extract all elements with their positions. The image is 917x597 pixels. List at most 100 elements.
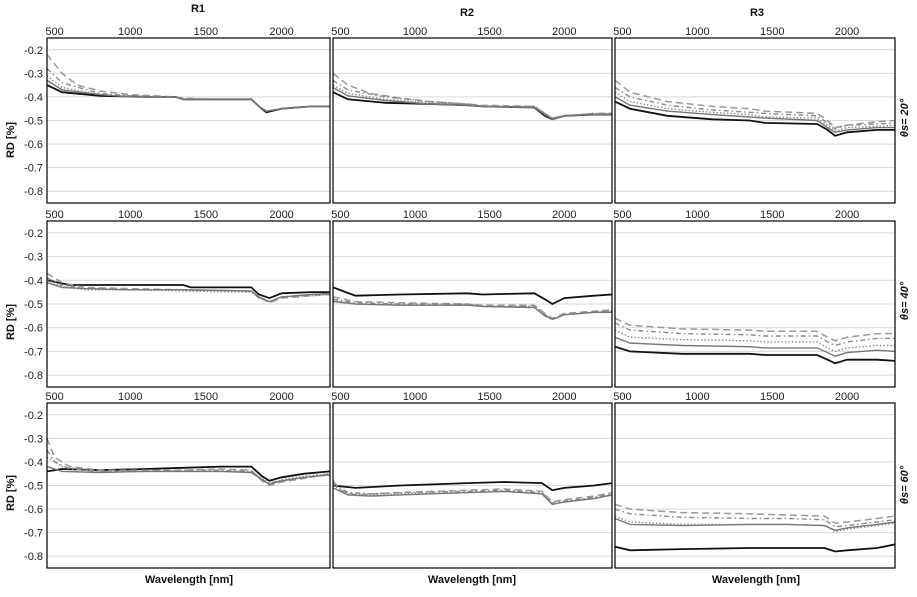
x-tick-label: 500: [45, 209, 63, 221]
series-line: [332, 298, 613, 321]
plot-frame: [614, 37, 896, 204]
series-line: [332, 480, 613, 503]
x-tick-label: 2000: [552, 26, 576, 38]
panel-r1-row3: 500 1000 1500 2000 -0.2 -0.3 -0.4 -0.5 -0.6 -0.7 -…: [24, 391, 331, 569]
y-tick-label: -0.7: [24, 346, 43, 358]
y-tick-label: -0.4: [24, 275, 43, 287]
x-tick-label: 1000: [403, 209, 427, 221]
series-line: [614, 317, 895, 342]
plot-frame: [332, 220, 613, 388]
series-line: [332, 300, 612, 321]
plot-frame: [46, 220, 331, 388]
series-line: [46, 279, 330, 300]
panel-r3-row2: 500 1000 1500 2000: [613, 209, 896, 388]
y-tick-label: -0.7: [24, 528, 43, 540]
x-tick-label: 2000: [269, 391, 293, 403]
x-tick-label: 1000: [118, 391, 142, 403]
plot-frame: [46, 37, 331, 204]
series-line: [46, 54, 330, 112]
panel-r3-row3: 500 1000 1500 2000: [613, 391, 896, 569]
x-tick-label: 1500: [194, 209, 218, 221]
series-line: [46, 465, 331, 486]
column-title-r1: R1: [191, 3, 205, 15]
x-tick-label: 2000: [269, 26, 293, 38]
series-line: [614, 86, 896, 130]
series-line: [614, 543, 896, 553]
y-tick-label: -0.7: [24, 163, 43, 175]
y-tick-label: -0.4: [24, 92, 43, 104]
series-line: [614, 336, 896, 357]
y-axis-label-row1: RD [%]: [5, 122, 17, 158]
x-tick-label: 500: [45, 391, 63, 403]
panel-r1-row1: 500 1000 1500 2000 -0.2 -0.3 -0.4 -0.5 -0.6 -0.7 -…: [24, 26, 331, 204]
x-tick-label: 500: [331, 391, 349, 403]
panel-r2-row1: 500 1000 1500 2000: [331, 26, 613, 204]
y-tick-label: -0.5: [24, 116, 43, 128]
plot-frame: [332, 37, 613, 204]
panel-r2-row3: 500 1000 1500 2000: [331, 391, 613, 569]
x-tick-label: 1000: [118, 26, 142, 38]
series-line: [332, 286, 613, 306]
series-line: [46, 279, 331, 303]
series-line: [46, 456, 331, 484]
x-tick-label: 1500: [194, 26, 218, 38]
x-axis-label-col3: Wavelength [nm]: [712, 574, 801, 586]
row-label-theta-20: θs= 20°: [899, 98, 911, 137]
y-tick-label: -0.3: [24, 433, 43, 445]
y-tick-label: -0.8: [24, 551, 43, 563]
x-tick-label: 500: [331, 26, 349, 38]
series-line: [614, 329, 895, 353]
series-line: [614, 508, 896, 528]
series-line: [332, 86, 612, 121]
x-tick-label: 500: [613, 209, 631, 221]
panel-r2-row2: 500 1000 1500 2000: [331, 209, 613, 388]
series-line: [614, 503, 896, 524]
x-tick-label: 1000: [685, 209, 709, 221]
x-tick-label: 1500: [194, 391, 218, 403]
series-line: [46, 272, 331, 304]
x-tick-label: 500: [613, 391, 631, 403]
x-tick-label: 500: [331, 209, 349, 221]
column-title-r2: R2: [460, 7, 474, 19]
x-tick-label: 2000: [835, 391, 859, 403]
panel-r3-row1: 500 1000 1500 2000: [613, 26, 896, 204]
plot-frame: [332, 402, 613, 569]
x-tick-label: 1000: [118, 209, 142, 221]
series-line: [46, 282, 331, 303]
y-tick-label: -0.5: [24, 481, 43, 493]
series-line: [46, 79, 330, 112]
y-tick-label: -0.2: [24, 45, 43, 57]
series-line: [332, 72, 612, 119]
series-line: [614, 515, 896, 533]
series-line: [332, 487, 613, 506]
y-axis-label-row2: RD [%]: [5, 304, 17, 340]
x-tick-label: 1000: [685, 26, 709, 38]
series-line: [614, 91, 896, 132]
y-tick-label: -0.3: [24, 68, 43, 80]
x-tick-label: 1500: [477, 391, 501, 403]
y-tick-label: -0.4: [24, 457, 43, 469]
x-tick-label: 2000: [269, 209, 293, 221]
series-line: [46, 68, 330, 112]
series-line: [614, 517, 896, 532]
x-tick-label: 1500: [760, 26, 784, 38]
series-line: [614, 322, 895, 347]
x-tick-label: 1000: [403, 26, 427, 38]
x-tick-label: 500: [613, 26, 631, 38]
y-axis-label-row3: RD [%]: [5, 475, 17, 511]
x-tick-label: 1000: [403, 391, 427, 403]
x-tick-label: 2000: [835, 26, 859, 38]
panel-r1-row2: 500 1000 1500 2000 -0.2 -0.3 -0.4 -0.5 -0.6 -0.7 -…: [24, 209, 331, 388]
y-tick-label: -0.5: [24, 299, 43, 311]
plot-frame: [614, 220, 896, 388]
y-tick-label: -0.2: [24, 410, 43, 422]
y-tick-label: -0.3: [24, 252, 43, 264]
series-line: [614, 345, 896, 365]
x-tick-label: 1500: [760, 391, 784, 403]
plot-frame: [614, 402, 896, 569]
series-line: [332, 296, 613, 320]
series-line: [614, 96, 895, 134]
column-title-r3: R3: [750, 7, 764, 19]
